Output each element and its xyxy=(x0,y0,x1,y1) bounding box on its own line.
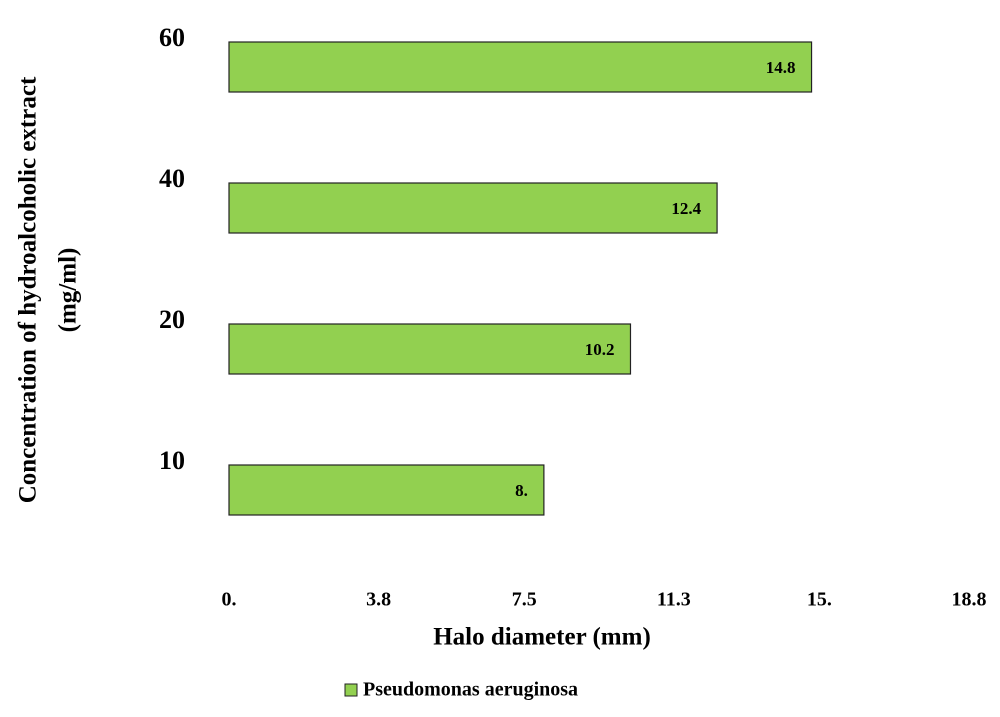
x-tick-label: 15. xyxy=(807,589,832,611)
bar xyxy=(228,41,813,93)
data-label: 14.8 xyxy=(766,58,796,77)
data-label: 12.4 xyxy=(671,199,701,218)
data-label: 10.2 xyxy=(585,340,615,359)
x-tick-label: 3.8 xyxy=(366,589,391,611)
y-axis-title: Concentration of hydroalcoholic extract xyxy=(15,76,42,503)
x-axis-title: Halo diameter (mm) xyxy=(433,624,651,651)
x-tick-label: 11.3 xyxy=(657,589,691,611)
x-tick-label: 18.8 xyxy=(952,589,987,611)
y-tick-label: 10 xyxy=(159,446,185,475)
bar xyxy=(228,182,718,234)
bar xyxy=(228,323,632,375)
x-tick-label: 7.5 xyxy=(512,589,537,611)
legend-swatch xyxy=(344,683,358,697)
x-tick-label: 0. xyxy=(222,589,237,611)
y-tick-label: 20 xyxy=(159,305,185,334)
data-label: 8. xyxy=(515,481,528,500)
y-tick-label: 60 xyxy=(159,23,185,52)
y-tick-label: 40 xyxy=(159,164,185,193)
y-axis-title: (mg/ml) xyxy=(55,248,82,333)
legend-label: Pseudomonas aeruginosa xyxy=(363,679,578,701)
bar xyxy=(228,464,545,516)
